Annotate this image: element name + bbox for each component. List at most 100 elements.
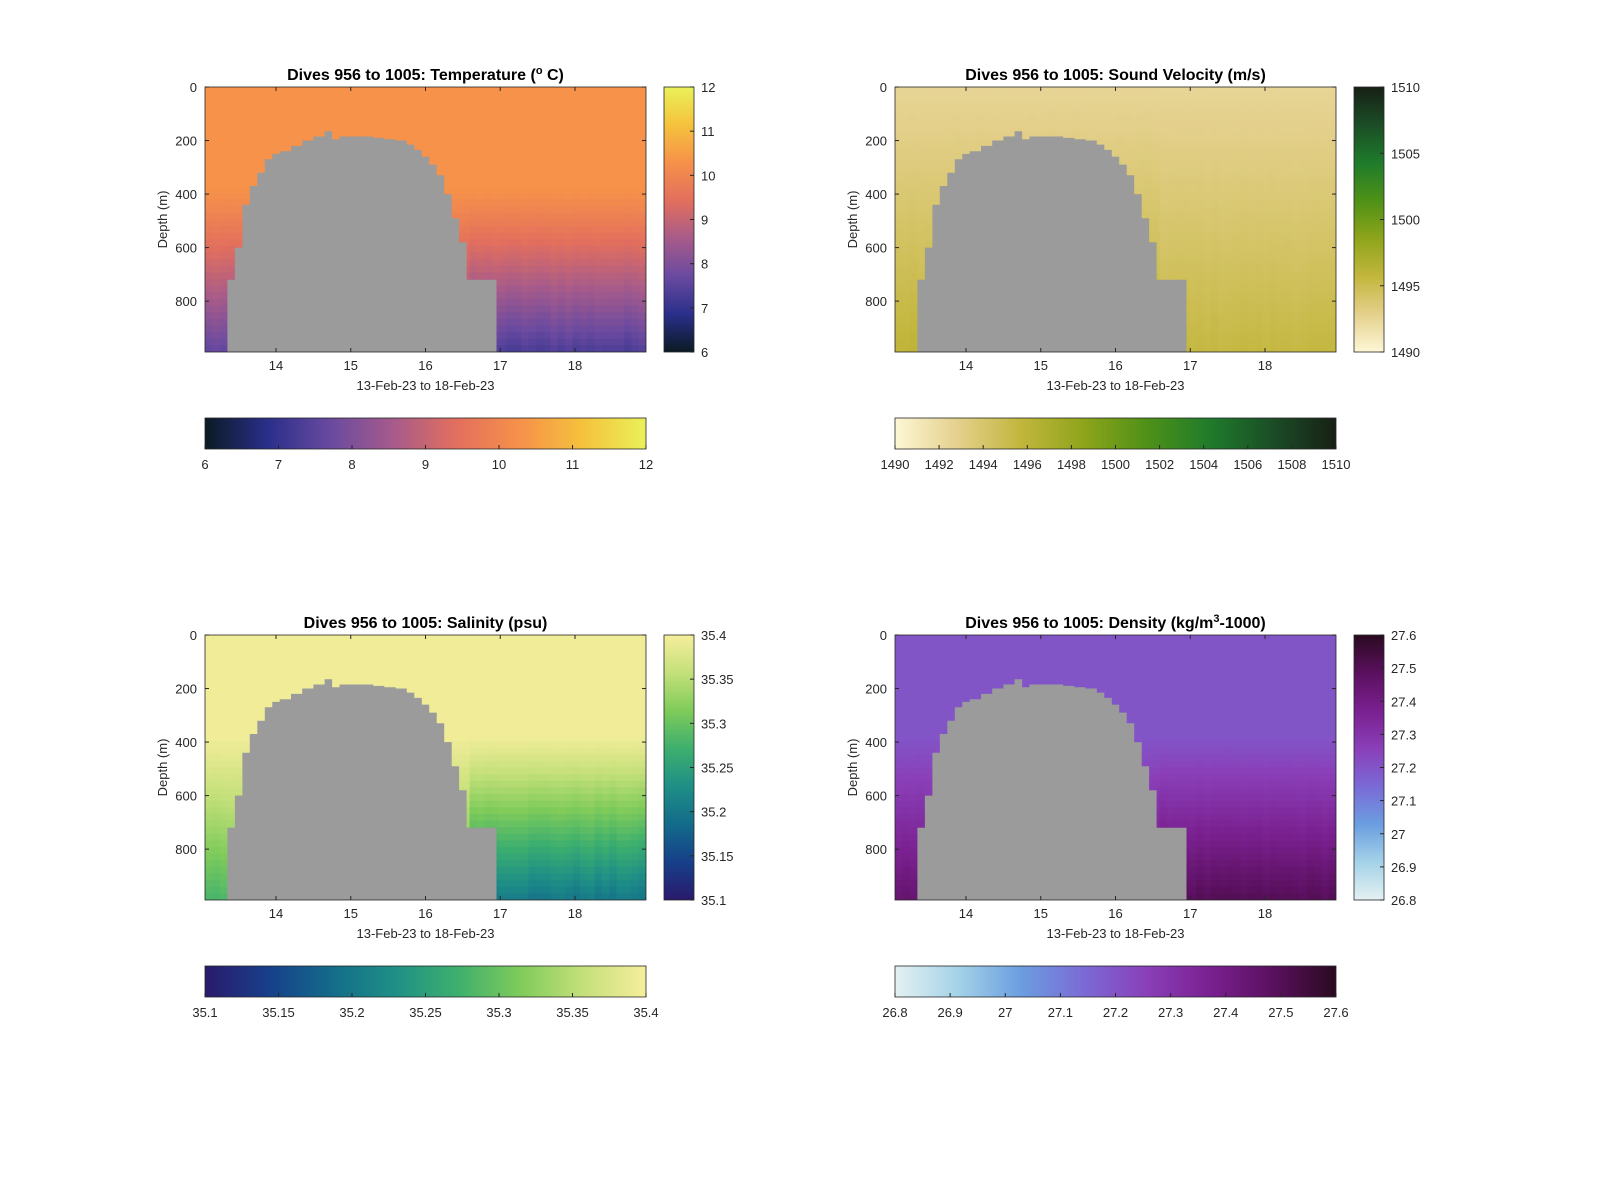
data-cell (219, 325, 228, 333)
data-cell (594, 345, 603, 352)
data-cell (403, 133, 412, 141)
data-cell (997, 120, 1006, 128)
data-cell (1262, 279, 1271, 287)
data-cell (616, 212, 625, 221)
data-cell (205, 133, 213, 141)
data-cell (565, 226, 574, 234)
data-cell (1166, 113, 1175, 121)
data-cell (1262, 199, 1271, 207)
data-cell (484, 100, 493, 108)
data-cell (616, 166, 625, 174)
data-cell (454, 153, 463, 161)
data-cell (1291, 239, 1300, 247)
data-cell (1262, 153, 1271, 161)
data-cell (1130, 87, 1139, 95)
data-cell (476, 106, 485, 115)
data-cell (909, 305, 918, 313)
data-cell (513, 299, 522, 307)
data-cell (521, 312, 529, 320)
data-cell (1284, 212, 1293, 221)
data-cell (1306, 100, 1315, 108)
data-cell (953, 93, 962, 101)
data-cell (1299, 259, 1308, 267)
data-cell (1144, 193, 1153, 201)
data-cell (1137, 146, 1146, 154)
data-cell (1313, 120, 1322, 128)
data-cell (212, 113, 221, 121)
data-cell (1299, 186, 1308, 194)
data-cell (1306, 312, 1315, 320)
data-cell (594, 292, 603, 300)
data-cell (565, 133, 574, 141)
data-cell (205, 246, 213, 254)
data-cell (1247, 246, 1256, 254)
data-cell (616, 265, 625, 274)
data-cell (241, 133, 250, 141)
data-cell (499, 239, 507, 247)
data-cell (616, 133, 625, 141)
data-cell (1277, 186, 1286, 194)
data-cell (1159, 252, 1168, 260)
data-cell (968, 87, 977, 95)
data-cell (1247, 226, 1256, 234)
data-cell (1255, 332, 1264, 340)
data-cell (543, 159, 552, 168)
data-cell (506, 126, 515, 134)
data-cell (616, 126, 625, 134)
data-cell (1240, 140, 1249, 148)
data-cell (499, 252, 507, 260)
data-cell (388, 106, 397, 115)
data-cell (909, 318, 918, 327)
data-cell (249, 133, 258, 141)
data-cell (543, 232, 552, 240)
data-cell (579, 252, 588, 260)
data-cell (1196, 166, 1205, 174)
data-cell (931, 186, 940, 194)
data-cell (1321, 312, 1330, 320)
data-cell (469, 173, 478, 181)
data-cell (579, 219, 588, 227)
data-cell (1225, 106, 1234, 115)
data-cell (1056, 93, 1065, 101)
data-cell (1269, 133, 1278, 141)
data-cell (1012, 93, 1021, 101)
data-cell (594, 232, 603, 240)
data-cell (1189, 272, 1197, 280)
data-cell (1269, 173, 1278, 181)
data-cell (579, 338, 588, 346)
data-cell (609, 345, 618, 352)
data-cell (1269, 166, 1278, 174)
data-cell (594, 100, 603, 108)
data-cell (241, 186, 250, 194)
data-cell (1291, 159, 1300, 168)
data-cell (469, 120, 478, 128)
data-cell (902, 93, 911, 101)
data-cell (381, 133, 390, 141)
data-cell (506, 159, 515, 168)
data-cell (1328, 120, 1336, 128)
data-cell (1137, 106, 1146, 115)
data-cell (528, 173, 537, 181)
data-cell (1225, 206, 1234, 214)
data-cell (1277, 140, 1286, 148)
data-cell (1277, 239, 1286, 247)
data-cell (565, 252, 574, 260)
data-cell (212, 239, 221, 247)
data-cell (1218, 285, 1227, 293)
data-cell (565, 232, 574, 240)
data-cell (543, 299, 552, 307)
data-cell (1196, 246, 1205, 254)
data-cell (241, 193, 250, 201)
data-cell (931, 166, 940, 174)
data-cell (623, 153, 632, 161)
data-cell (616, 173, 625, 181)
data-cell (1240, 206, 1249, 214)
data-cell (315, 120, 324, 128)
data-cell (1166, 100, 1175, 108)
data-cell (1299, 325, 1308, 333)
data-cell (227, 146, 235, 154)
data-cell (557, 133, 566, 141)
data-cell (1284, 219, 1293, 227)
data-cell (513, 199, 522, 207)
